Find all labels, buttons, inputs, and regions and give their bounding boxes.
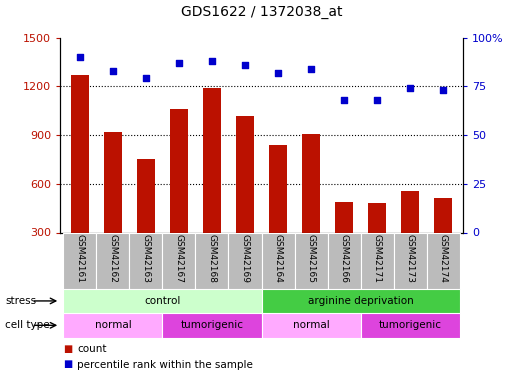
Bar [401, 191, 419, 281]
Bar [302, 134, 320, 281]
Bar [262, 289, 460, 313]
Text: percentile rank within the sample: percentile rank within the sample [77, 360, 253, 369]
Text: GSM42171: GSM42171 [372, 234, 382, 283]
Bar [203, 88, 221, 281]
Bar [96, 232, 130, 289]
Text: GSM42161: GSM42161 [75, 234, 84, 283]
Text: normal: normal [293, 320, 329, 330]
Text: GSM42162: GSM42162 [108, 234, 118, 283]
Bar [63, 313, 163, 338]
Bar [262, 232, 294, 289]
Point [109, 68, 117, 74]
Text: ■: ■ [63, 360, 72, 369]
Text: tumorigenic: tumorigenic [180, 320, 244, 330]
Text: GSM42166: GSM42166 [339, 234, 348, 283]
Text: ■: ■ [63, 344, 72, 354]
Text: cell type: cell type [5, 320, 50, 330]
Point [274, 70, 282, 76]
Bar [130, 232, 163, 289]
Bar [427, 232, 460, 289]
Text: GSM42169: GSM42169 [241, 234, 249, 283]
Text: GDS1622 / 1372038_at: GDS1622 / 1372038_at [181, 5, 342, 19]
Point [76, 54, 84, 60]
Text: GSM42173: GSM42173 [405, 234, 415, 283]
Text: stress: stress [5, 296, 37, 306]
Text: GSM42163: GSM42163 [141, 234, 151, 283]
Bar [368, 203, 386, 281]
Point [241, 62, 249, 68]
Point [340, 97, 348, 103]
Text: normal: normal [95, 320, 131, 330]
Bar [327, 232, 360, 289]
Point [175, 60, 183, 66]
Bar [360, 313, 460, 338]
Point [406, 85, 414, 91]
Text: GSM42168: GSM42168 [208, 234, 217, 283]
Point [208, 58, 216, 64]
Bar [170, 109, 188, 281]
Bar [63, 289, 262, 313]
Bar [71, 75, 89, 281]
Text: tumorigenic: tumorigenic [379, 320, 441, 330]
Text: arginine deprivation: arginine deprivation [308, 296, 413, 306]
Text: GSM42167: GSM42167 [175, 234, 184, 283]
Bar [269, 145, 287, 281]
Point [307, 66, 315, 72]
Point [142, 75, 150, 81]
Bar [393, 232, 427, 289]
Bar [137, 159, 155, 281]
Bar [196, 232, 229, 289]
Bar [63, 232, 96, 289]
Text: GSM42165: GSM42165 [306, 234, 315, 283]
Bar [104, 132, 122, 281]
Text: GSM42164: GSM42164 [274, 234, 282, 283]
Text: count: count [77, 344, 106, 354]
Bar [163, 232, 196, 289]
Bar [294, 232, 327, 289]
Bar [262, 313, 360, 338]
Bar [229, 232, 262, 289]
Text: GSM42174: GSM42174 [439, 234, 448, 283]
Bar [163, 313, 262, 338]
Bar [335, 202, 353, 281]
Bar [236, 116, 254, 281]
Text: control: control [144, 296, 180, 306]
Point [439, 87, 447, 93]
Point [373, 97, 381, 103]
Bar [360, 232, 393, 289]
Bar [434, 198, 452, 281]
